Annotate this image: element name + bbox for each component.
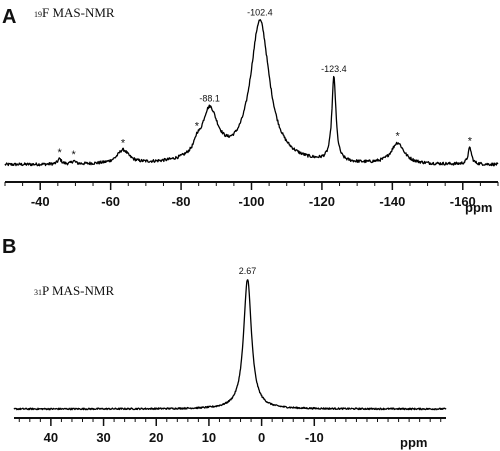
- panel-b-nucleus-text: P MAS-NMR: [42, 283, 114, 298]
- x-tick-label: 40: [44, 430, 58, 445]
- panel-a: A 19F MAS-NMR -40 -60 -80 -100 -120 -140 -160-…: [2, 5, 499, 215]
- x-tick-label: 0: [258, 430, 265, 445]
- sideband-marker: *: [72, 149, 77, 161]
- peak-label: -102.4: [247, 7, 273, 17]
- x-tick-label: -140: [379, 194, 405, 209]
- sideband-marker: *: [195, 121, 200, 133]
- panel-a-letter: A: [2, 6, 16, 28]
- peak-label: -88.1: [199, 93, 220, 103]
- x-tick-label: 20: [149, 430, 163, 445]
- panel-b-letter: B: [2, 236, 16, 258]
- peak-label: 2.67: [239, 266, 257, 276]
- sideband-marker: *: [468, 136, 473, 148]
- x-tick-label: -80: [172, 194, 191, 209]
- panel-a-x-axis-unit: ppm: [465, 200, 492, 215]
- x-tick-label: -40: [31, 194, 50, 209]
- panel-b-nucleus-mass: 31: [34, 288, 42, 297]
- x-tick-label: -10: [305, 430, 324, 445]
- panel-b-nucleus-title: 31P MAS-NMR: [34, 283, 114, 298]
- panel-b-x-axis-unit: ppm: [400, 435, 427, 450]
- sideband-marker: *: [57, 147, 62, 159]
- spectrum-line: [13, 279, 447, 411]
- x-tick-label: -60: [101, 194, 120, 209]
- x-tick-label: -120: [309, 194, 335, 209]
- panel-a-nucleus-title: 19F MAS-NMR: [34, 5, 115, 20]
- panel-a-plot: -40 -60 -80 -100 -120 -140 -160 -88.1 -102.4 -123…: [4, 7, 499, 209]
- panel-a-nucleus-text: F MAS-NMR: [42, 5, 115, 20]
- panel-a-nucleus-mass: 19: [34, 10, 42, 19]
- sideband-marker: *: [395, 131, 400, 143]
- x-tick-label: -160: [450, 194, 476, 209]
- x-tick-label: 30: [96, 430, 110, 445]
- spectrum-line: [4, 19, 499, 167]
- panel-b-plot: 40 30 20 10 0 -10 2.67: [13, 266, 447, 445]
- x-tick-label: 10: [202, 430, 216, 445]
- x-tick-label: -100: [238, 194, 264, 209]
- panel-b: B 31P MAS-NMR 40 30 20 10 0 -10 2.67 ppm: [2, 236, 447, 450]
- sideband-marker: *: [121, 138, 126, 150]
- peak-label: -123.4: [321, 64, 347, 74]
